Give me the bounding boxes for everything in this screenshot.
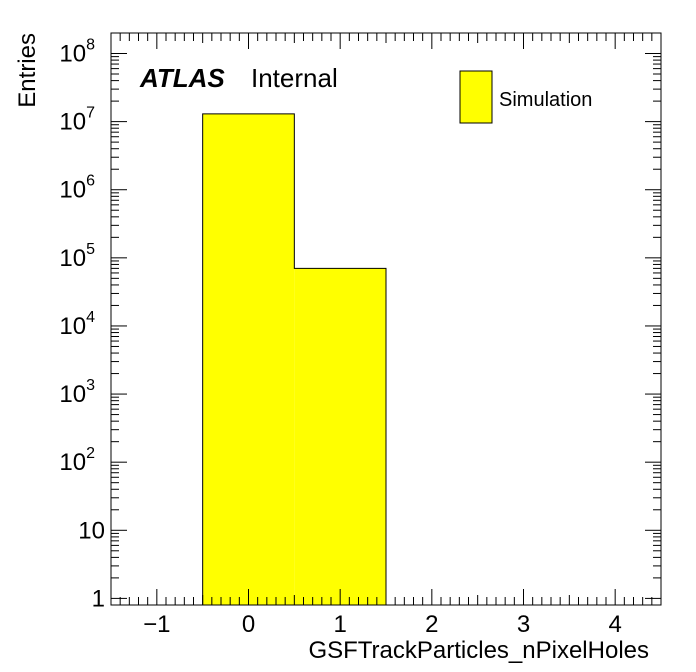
legend: Simulation — [459, 70, 592, 124]
x-tick-label-4: 3 — [517, 611, 530, 638]
x-tick-label-5: 4 — [608, 611, 621, 638]
y-tick-label-8: 108 — [59, 37, 95, 68]
y-tick-label-2: 102 — [59, 445, 95, 476]
y-tick-label-3: 103 — [59, 377, 95, 408]
x-tick-label-3: 2 — [425, 611, 438, 638]
histogram-bar-0 — [202, 113, 295, 606]
y-axis-title: Entries — [14, 33, 41, 108]
x-tick-label-2: 1 — [333, 611, 346, 638]
y-tick-labels: 1 10 102 103 104 105 106 107 108 — [59, 37, 105, 613]
plot-frame — [110, 32, 662, 606]
x-axis-ticks — [110, 33, 662, 605]
histogram-bars — [202, 113, 387, 606]
y-tick-label-5: 105 — [59, 241, 95, 272]
y-tick-label-4: 104 — [59, 309, 95, 340]
x-tick-labels: −1 0 1 2 3 4 — [143, 611, 622, 638]
y-tick-label-1: 10 — [78, 517, 105, 544]
legend-label: Simulation — [499, 89, 592, 111]
histogram-bar-1 — [294, 268, 386, 605]
atlas-label: ATLAS — [139, 63, 225, 93]
internal-label: Internal — [251, 63, 338, 93]
histogram-outline — [202, 113, 387, 605]
x-tick-label-0: −1 — [143, 611, 170, 638]
y-tick-label-7: 107 — [59, 105, 95, 136]
y-tick-label-6: 106 — [59, 173, 95, 204]
y-tick-label-0: 1 — [92, 585, 105, 612]
x-tick-label-1: 0 — [242, 611, 255, 638]
x-axis-title: GSFTrackParticles_nPixelHoles — [308, 637, 649, 664]
legend-swatch — [459, 70, 493, 124]
